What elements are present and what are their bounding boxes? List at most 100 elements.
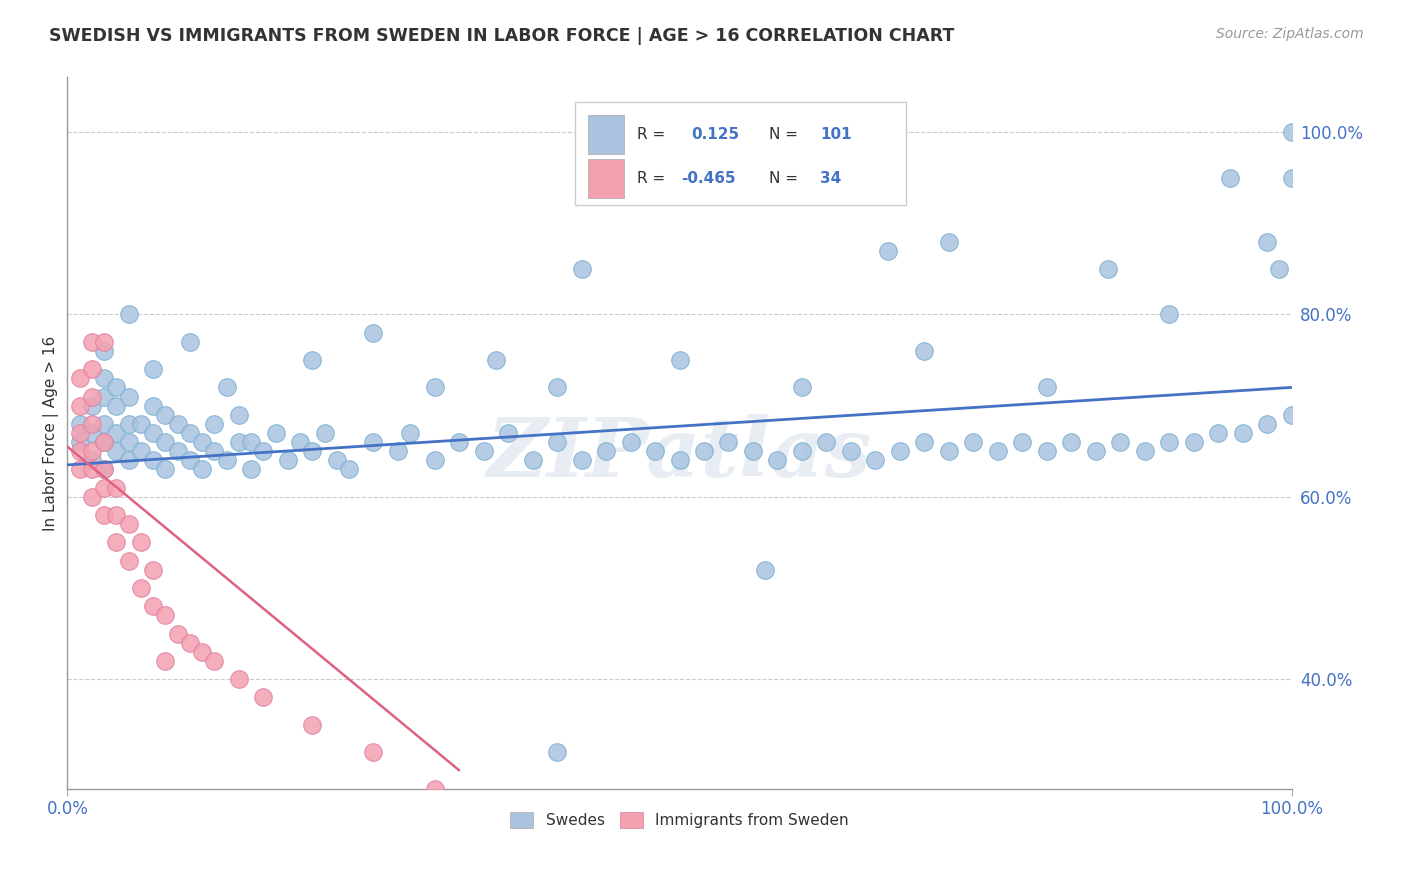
Point [118,453,141,467]
Point [472,444,495,458]
Point [80,334,103,349]
Point [1219,170,1241,185]
Point [179,334,201,349]
Point [155,462,177,476]
FancyBboxPatch shape [575,103,905,205]
Point [876,244,898,258]
Text: ZIPatlas: ZIPatlas [486,414,872,494]
Point [326,453,349,467]
Point [277,453,299,467]
Point [69,399,91,413]
Point [105,425,128,440]
Point [1206,425,1229,440]
Point [301,444,323,458]
Point [363,745,385,759]
Point [118,553,141,567]
Text: -0.465: -0.465 [681,171,735,186]
Point [105,481,128,495]
Point [485,353,508,368]
Point [865,453,887,467]
Point [228,408,250,422]
Point [571,453,593,467]
Point [202,444,225,458]
Point [522,453,544,467]
Point [912,435,935,450]
Point [766,453,789,467]
Point [790,380,813,394]
Point [105,399,128,413]
Point [93,462,115,476]
Point [69,371,91,385]
Point [363,435,385,450]
Text: 34: 34 [820,171,842,186]
Text: SWEDISH VS IMMIGRANTS FROM SWEDEN IN LABOR FORCE | AGE > 16 CORRELATION CHART: SWEDISH VS IMMIGRANTS FROM SWEDEN IN LAB… [49,27,955,45]
Point [155,408,177,422]
Point [93,435,115,450]
Point [668,353,690,368]
Point [1232,425,1254,440]
FancyBboxPatch shape [588,159,624,198]
Legend: Swedes, Immigrants from Sweden: Swedes, Immigrants from Sweden [505,806,855,834]
Point [1268,261,1291,276]
Point [987,444,1010,458]
Point [742,444,765,458]
Point [202,417,225,431]
Text: Source: ZipAtlas.com: Source: ZipAtlas.com [1216,27,1364,41]
Point [80,417,103,431]
Point [179,635,201,649]
Point [155,608,177,623]
Point [80,362,103,376]
Point [754,563,776,577]
Point [1109,435,1132,450]
Point [142,453,165,467]
Point [1097,261,1119,276]
Point [69,417,91,431]
Point [80,462,103,476]
Point [179,453,201,467]
Point [105,535,128,549]
Text: 101: 101 [820,127,852,142]
Point [93,343,115,358]
Point [142,599,165,614]
Point [93,371,115,385]
Point [105,380,128,394]
Point [80,490,103,504]
Point [889,444,911,458]
Point [191,462,214,476]
Point [301,717,323,731]
Point [142,362,165,376]
Point [69,444,91,458]
Text: R =: R = [637,127,665,142]
Point [644,444,666,458]
Point [1182,435,1205,450]
Point [423,781,446,796]
FancyBboxPatch shape [588,115,624,154]
Point [962,435,984,450]
Point [449,435,471,450]
Point [215,380,238,394]
Point [240,462,263,476]
Point [423,380,446,394]
Point [80,399,103,413]
Point [387,444,409,458]
Point [1281,408,1303,422]
Point [546,745,568,759]
Text: N =: N = [769,127,797,142]
Point [1281,125,1303,139]
Point [93,334,115,349]
Point [815,435,838,450]
Point [1084,444,1107,458]
Point [1256,417,1278,431]
Point [129,581,152,595]
Point [252,444,274,458]
Point [142,399,165,413]
Point [129,535,152,549]
Point [546,380,568,394]
Point [1281,170,1303,185]
Point [93,481,115,495]
Point [1035,444,1057,458]
Point [693,444,716,458]
Point [155,654,177,668]
Point [546,435,568,450]
Point [717,435,740,450]
